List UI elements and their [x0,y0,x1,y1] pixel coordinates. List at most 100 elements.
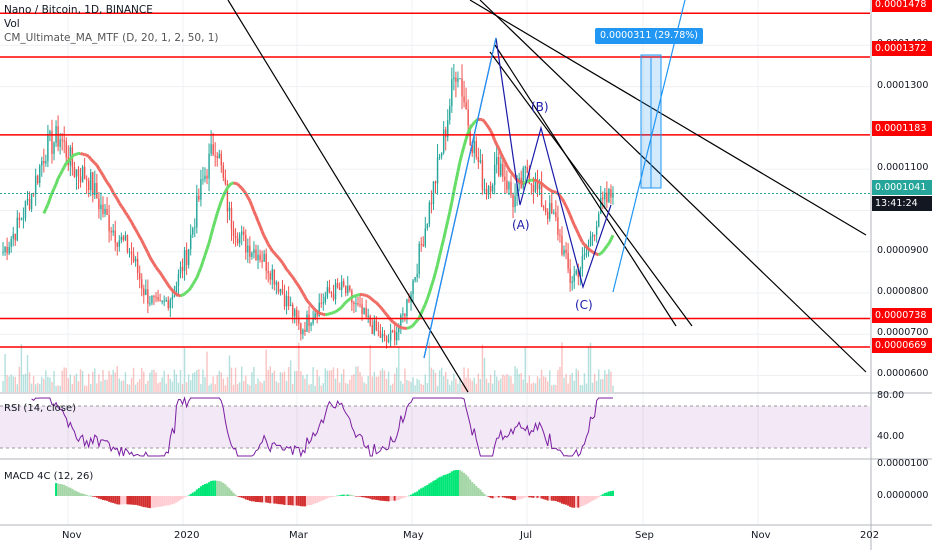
volume-bar-194 [398,346,400,392]
volume-bar-145 [298,342,300,392]
macd-bar-74 [152,496,155,508]
moving-average [42,117,615,331]
macd-bar-64 [132,496,135,505]
volume-bar-252 [516,368,518,392]
volume-bar-166 [340,374,343,392]
ma-seg-48 [97,167,103,173]
volume-bar-167 [342,369,345,392]
macd-legend[interactable]: MACD 4C (12, 26) [4,471,94,482]
candle-183 [375,320,378,331]
volume-bar-113 [232,384,235,392]
volume-bar-225 [461,384,463,392]
macd-bar-109 [224,484,227,496]
volume-bar-239 [489,374,492,392]
ma-seg-33 [67,158,72,163]
candle-39 [81,166,84,183]
volume-bar-179 [367,376,369,392]
x-tick-nov: Nov [62,530,82,541]
volume-bar-66 [136,382,139,392]
volume-bar-76 [157,383,159,392]
candle-61 [126,235,129,252]
macd-bar-138 [283,496,286,505]
candle-234 [479,160,482,162]
candle-214 [438,156,441,158]
candle-297 [608,189,610,203]
volume-legend[interactable]: Vol [4,18,20,30]
candle-78 [161,301,163,303]
ma-seg-179 [365,294,369,298]
volume-bar-178 [365,383,367,392]
volume-bar-0 [2,381,4,392]
ma-seg-254 [518,180,522,184]
macd-bar-175 [359,496,362,497]
candle-168 [345,285,347,293]
ma-seg-31 [62,162,68,168]
ma-seg-136 [277,256,282,262]
candle-246 [504,176,506,181]
macd-bar-200 [410,494,413,496]
ma-seg-107 [217,200,223,208]
macd-bar-278 [569,496,572,507]
macd-bar-132 [271,496,274,504]
channel-left [423,37,497,359]
price-tick-6: 0.0000700 [877,327,929,339]
ma-seg-187 [381,308,386,313]
volume-bar-231 [473,377,475,392]
volume-bar-217 [444,371,447,392]
ma-seg-145 [295,282,301,288]
volume-bar-154 [316,369,318,392]
volume-bar-58 [120,381,123,392]
candle-2 [6,246,8,254]
macd-bar-196 [401,496,404,499]
volume-bar-122 [251,372,253,392]
candle-94 [194,227,196,229]
macd-bar-29 [61,484,64,496]
candle-156 [320,302,322,304]
ma-seg-111 [226,184,231,189]
ma-seg-21 [42,208,48,215]
volume-bar-269 [551,385,553,392]
volume-bar-95 [196,370,198,392]
volume-bar-25 [53,370,55,392]
volume-bar-31 [65,367,67,392]
volume-bar-261 [534,383,537,392]
ma-seg-181 [369,296,374,301]
macd-bar-140 [287,496,290,506]
ma-seg-104 [211,220,217,228]
candle-284 [581,256,584,269]
macd-bar-155 [318,496,321,502]
candle-99 [204,175,206,180]
ma-seg-180 [367,295,372,300]
candle-135 [277,282,280,293]
candle-281 [575,270,577,274]
macd-bar-110 [226,486,229,496]
candle-293 [600,197,602,214]
ma-seg-117 [238,185,243,190]
trend-lines[interactable] [227,0,867,393]
macd-bar-139 [285,496,288,505]
macd-bar-78 [161,496,164,507]
macd-bar-203 [416,491,419,496]
volume-bar-170 [349,379,351,392]
symbol-legend[interactable]: Nano / Bitcoin, 1D, BINANCE [4,4,153,16]
ma-seg-277 [564,205,570,212]
candle-121 [249,245,251,257]
macd-bar-285 [583,496,586,506]
macd-bar-299 [611,490,614,496]
candle-225 [461,78,463,97]
ma-seg-285 [581,241,586,246]
ma-seg-65 [132,225,137,231]
candle-45 [94,183,96,196]
candle-236 [483,189,486,191]
ma-legend[interactable]: CM_Ultimate_MA_MTF (D, 20, 1, 2, 50, 1) [4,32,219,44]
macd-bar-226 [463,472,466,496]
candle-18 [39,165,41,183]
volume-bars [2,342,614,392]
candle-17 [36,175,39,183]
candle-24 [51,131,53,154]
x-tick-nov-2: Nov [751,530,771,541]
volume-bar-98 [202,369,204,392]
candle-3 [8,246,10,254]
rsi-legend[interactable]: RSI (14, close) [4,403,77,414]
